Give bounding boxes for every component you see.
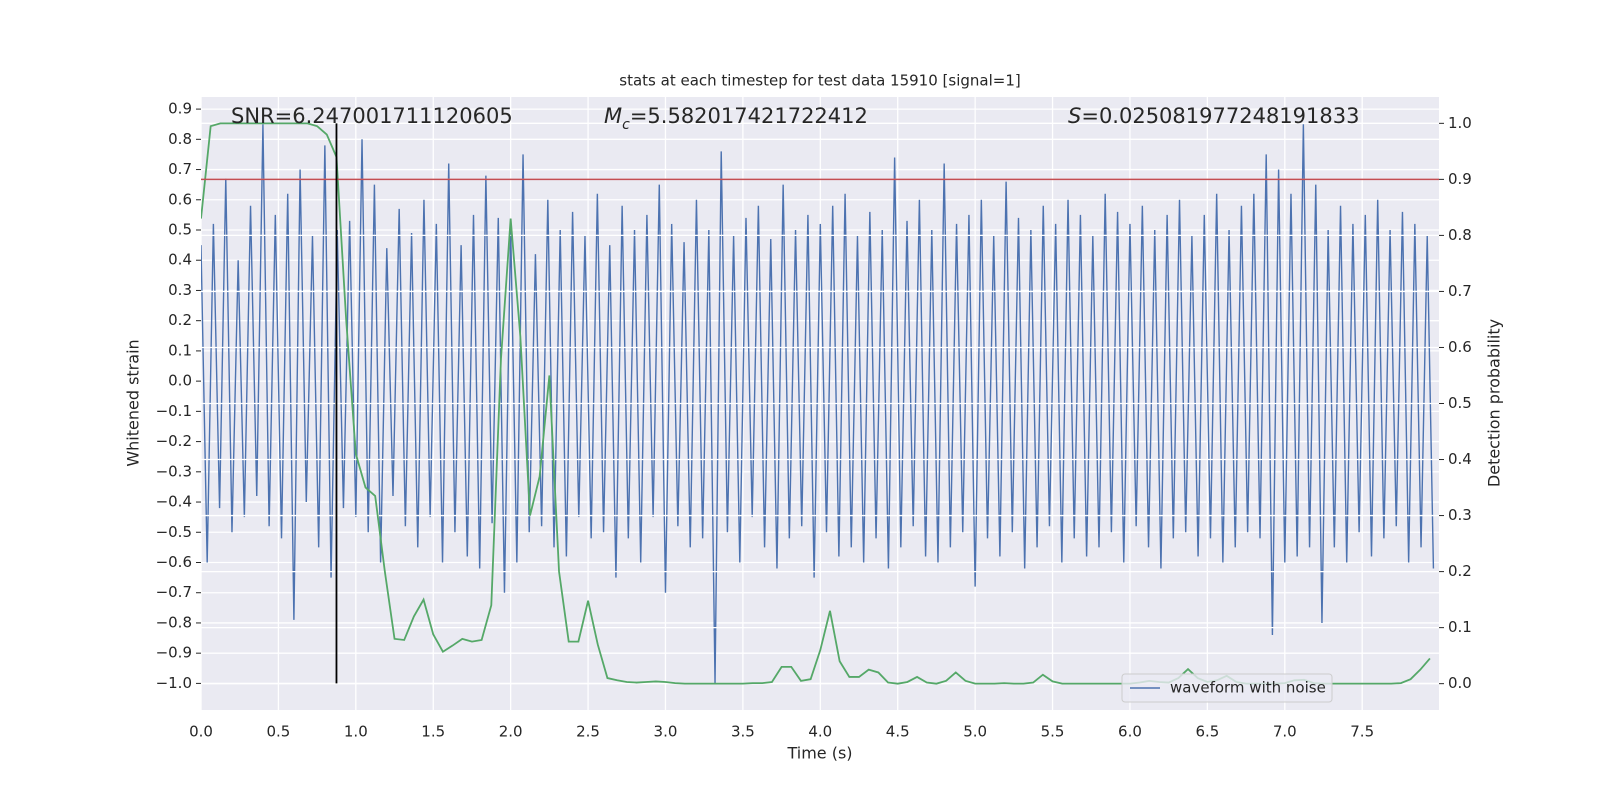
y2-tick-label: 1.0: [1448, 114, 1472, 132]
y-tick-label: 0.2: [168, 311, 192, 329]
x-tick-label: 2.0: [499, 723, 523, 741]
x-axis-label: Time (s): [786, 744, 852, 763]
y-tick-label: 0.7: [168, 160, 192, 178]
x-tick-label: 3.0: [654, 723, 678, 741]
y2-tick-label: 0.9: [1448, 170, 1472, 188]
y-tick-label: 0.1: [168, 341, 192, 359]
y-tick-label: −0.4: [156, 493, 192, 511]
y2-tick-label: 0.3: [1448, 506, 1472, 524]
x-tick-label: 7.5: [1350, 723, 1374, 741]
x-tick-label: 4.0: [808, 723, 832, 741]
y2-axis-label: Detection probability: [1485, 319, 1504, 487]
y2-tick-label: 0.0: [1448, 674, 1472, 692]
x-tick-label: 1.0: [344, 723, 368, 741]
y-tick-label: 0.0: [168, 372, 192, 390]
y-tick-label: −0.2: [156, 432, 192, 450]
y2-tick-label: 0.2: [1448, 562, 1472, 580]
s-value: =0.025081977248191833: [1081, 104, 1359, 128]
series-line: [201, 124, 1435, 684]
y-tick-label: 0.6: [168, 190, 192, 208]
y-tick-label: 0.3: [168, 281, 192, 299]
x-tick-label: 5.0: [963, 723, 987, 741]
x-tick-label: 6.5: [1195, 723, 1219, 741]
y-tick-label: 0.4: [168, 251, 192, 269]
mc-annotation: Mc=5.582017421722412: [604, 104, 868, 133]
y-tick-label: −1.0: [156, 674, 192, 692]
x-tick-label: 0.0: [189, 723, 213, 741]
data-layer: [201, 124, 1435, 684]
snr-annotation: SNR=6.247001711120605: [231, 104, 513, 128]
mc-subscript: c: [622, 117, 630, 133]
y-tick-label: −0.3: [156, 462, 192, 480]
mc-value: =5.582017421722412: [630, 104, 868, 128]
x-tick-label: 1.5: [421, 723, 445, 741]
y-tick-label: −0.5: [156, 523, 192, 541]
y2-tick-label: 0.5: [1448, 394, 1472, 412]
legend-label: waveform with noise: [1170, 679, 1326, 697]
y2-tick-label: 0.4: [1448, 450, 1472, 468]
y-tick-label: 0.5: [168, 220, 192, 238]
x-tick-label: 6.0: [1118, 723, 1142, 741]
y-tick-label: −0.1: [156, 402, 192, 420]
x-tick-label: 2.5: [576, 723, 600, 741]
y-tick-label: 0.9: [168, 100, 192, 118]
x-tick-label: 5.5: [1041, 723, 1065, 741]
s-symbol: S: [1068, 104, 1081, 128]
y-axis-label: Whitened strain: [124, 339, 143, 466]
s-annotation: S=0.025081977248191833: [1068, 104, 1359, 128]
x-tick-label: 7.0: [1273, 723, 1297, 741]
x-tick-label: 0.5: [266, 723, 290, 741]
y2-tick-label: 0.8: [1448, 226, 1472, 244]
y-tick-label: −0.8: [156, 613, 192, 631]
y-tick-label: −0.9: [156, 644, 192, 662]
x-tick-label: 3.5: [731, 723, 755, 741]
y2-tick-label: 0.6: [1448, 338, 1472, 356]
y2-tick-label: 0.7: [1448, 282, 1472, 300]
mc-symbol: M: [604, 104, 622, 128]
y-tick-label: 0.8: [168, 130, 192, 148]
front-layer: waveform with noise: [201, 122, 1439, 703]
y-tick-label: −0.6: [156, 553, 192, 571]
y-tick-label: −0.7: [156, 583, 192, 601]
y2-tick-label: 0.1: [1448, 618, 1472, 636]
x-tick-label: 4.5: [886, 723, 910, 741]
legend-box: [1121, 673, 1333, 703]
chart-title: stats at each timestep for test data 159…: [619, 72, 1020, 90]
